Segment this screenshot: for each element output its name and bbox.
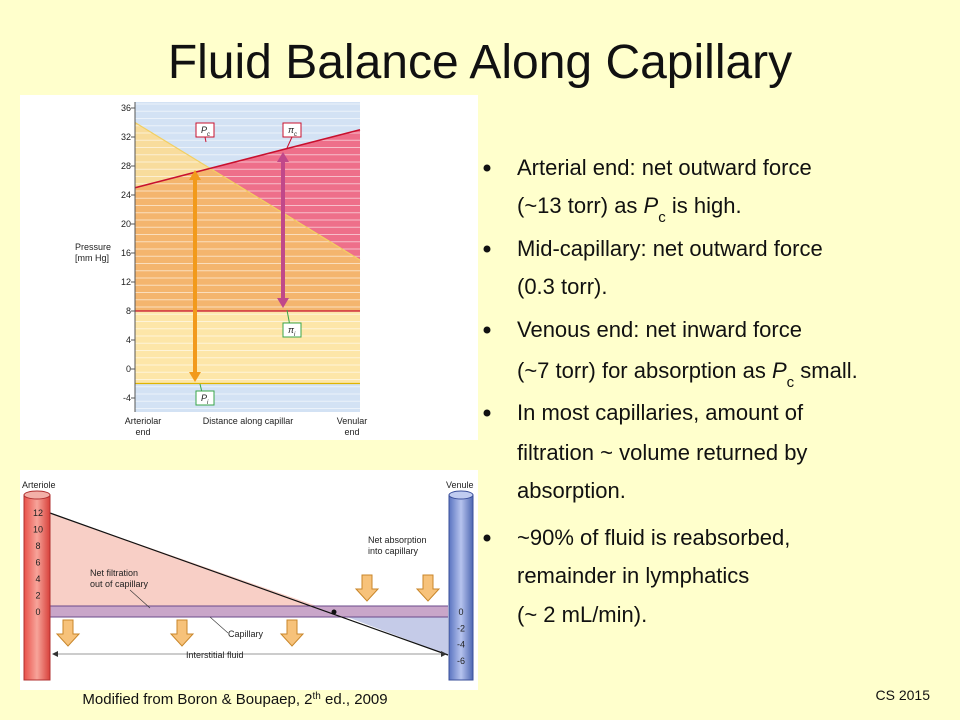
- flow-arrow: [55, 619, 81, 647]
- flow-arrow: [169, 619, 195, 647]
- source-note: Modified from Boron & Boupaep, 2th ed., …: [82, 691, 387, 709]
- x-label: end: [344, 427, 359, 437]
- bullet-line: filtration ~ volume returned by: [517, 440, 807, 465]
- capillary: [50, 606, 448, 617]
- y-tick-label: 24: [121, 190, 131, 200]
- bullet-line: (~7 torr) for absorption as Pc small.: [517, 358, 858, 391]
- bullet-line: ~90% of fluid is reabsorbed,: [517, 525, 790, 550]
- pic-line: [134, 129, 361, 189]
- scale-label: 8: [35, 541, 40, 551]
- bullet-dot: [483, 245, 491, 253]
- figure-label: Net absorption: [368, 535, 427, 545]
- scale-label: 0: [35, 607, 40, 617]
- figure-label: Capillary: [228, 629, 264, 639]
- bullet-list: Arterial end: net outward force (~13 tor…: [483, 155, 858, 627]
- vessel-label: Venule: [446, 480, 474, 490]
- pc-line: [134, 121, 361, 261]
- axis-label: Pressure: [75, 242, 111, 252]
- oncotic-arrow-head: [277, 298, 289, 308]
- figure-label: out of capillary: [90, 579, 149, 589]
- bullet-line: (~13 torr) as Pc is high.: [517, 193, 742, 226]
- bullet-line: Arterial end: net outward force: [517, 155, 812, 180]
- pressure-arrow-head: [189, 170, 201, 180]
- callout-leader: [286, 136, 293, 149]
- slide-title: Fluid Balance Along Capillary: [168, 36, 792, 89]
- figure-label: into capillary: [368, 546, 419, 556]
- equilibrium-point: [331, 609, 337, 615]
- scale-label: 4: [35, 574, 40, 584]
- y-tick-label: -4: [123, 393, 131, 403]
- scale-label: -4: [457, 640, 465, 650]
- y-tick-label: 16: [121, 248, 131, 258]
- callout-box: [282, 122, 302, 138]
- bullet-dot: [483, 534, 491, 542]
- bullet-dot: [483, 409, 491, 417]
- bullet-dot: [483, 326, 491, 334]
- pressure-line: [49, 512, 449, 656]
- bullet-line: (~ 2 mL/min).: [517, 602, 647, 627]
- x-label: Venular: [337, 416, 368, 426]
- interstitial-region: [135, 311, 360, 384]
- leader: [209, 616, 229, 634]
- y-tick-label: 32: [121, 132, 131, 142]
- callout-box: [195, 390, 215, 406]
- scale-label: -6: [457, 656, 465, 666]
- venule-top: [448, 490, 474, 500]
- leader: [129, 589, 151, 609]
- y-tick-label: 4: [126, 335, 131, 345]
- scale-label: 6: [35, 558, 40, 568]
- scale-label: 12: [33, 508, 43, 518]
- flow-arrow: [354, 574, 380, 602]
- bullet-line: remainder in lymphatics: [517, 563, 749, 588]
- pressure-figure: 36 32 28 24 20 16 12 8 4 0 -4 Pressure[mm Hg] Arteri…: [20, 95, 478, 440]
- arteriole: [23, 494, 51, 681]
- callout-label: Pc: [201, 125, 210, 138]
- callout-box: [282, 322, 302, 338]
- flow-arrow: [415, 574, 441, 602]
- y-tick-label: 8: [126, 306, 131, 316]
- vessel-label: Arteriole: [22, 480, 56, 490]
- bullet-line: In most capillaries, amount of: [517, 400, 804, 425]
- x-label: end: [135, 427, 150, 437]
- oncotic-arrow-head: [277, 152, 289, 162]
- scale-label: 10: [33, 525, 43, 535]
- arrow-head: [52, 651, 58, 657]
- bullet-line: (0.3 torr).: [517, 274, 607, 299]
- x-label: Arteriolar: [125, 416, 162, 426]
- capillary-figure: Arteriole Venule 12 10 8 6 4 2 0 0 -2 -4 -6 Net filtr…: [20, 470, 478, 690]
- scale-label: 0: [458, 607, 463, 617]
- y-tick-label: 36: [121, 103, 131, 113]
- scale-label: -2: [457, 623, 465, 633]
- bullet-dot: [483, 164, 491, 172]
- figure-label: Interstitial fluid: [186, 650, 244, 660]
- arteriole-top: [23, 490, 51, 500]
- callout-label: Pi: [201, 393, 209, 406]
- callout-box: [195, 122, 215, 138]
- y-tick-label: 12: [121, 277, 131, 287]
- venule: [448, 494, 474, 681]
- y-tick-label: 20: [121, 219, 131, 229]
- callout-label: πc: [288, 125, 297, 138]
- x-label: Distance along capillar: [203, 416, 294, 426]
- scale-label: 2: [35, 591, 40, 601]
- bullet-line: Venous end: net inward force: [517, 317, 802, 342]
- pressure-region: [135, 168, 360, 311]
- bullet-line: Mid-capillary: net outward force: [517, 236, 823, 261]
- callout-label: πi: [288, 325, 296, 338]
- figure-label: Net filtration: [90, 568, 138, 578]
- footer-code: CS 2015: [876, 687, 931, 703]
- y-tick-label: 0: [126, 364, 131, 374]
- flow-arrow: [279, 619, 305, 647]
- axis-label: [mm Hg]: [75, 253, 109, 263]
- y-tick-label: 28: [121, 161, 131, 171]
- pressure-arrow-head: [189, 372, 201, 382]
- arrow-head: [441, 651, 447, 657]
- bullet-line: absorption.: [517, 478, 626, 503]
- callout-leader: [204, 136, 207, 143]
